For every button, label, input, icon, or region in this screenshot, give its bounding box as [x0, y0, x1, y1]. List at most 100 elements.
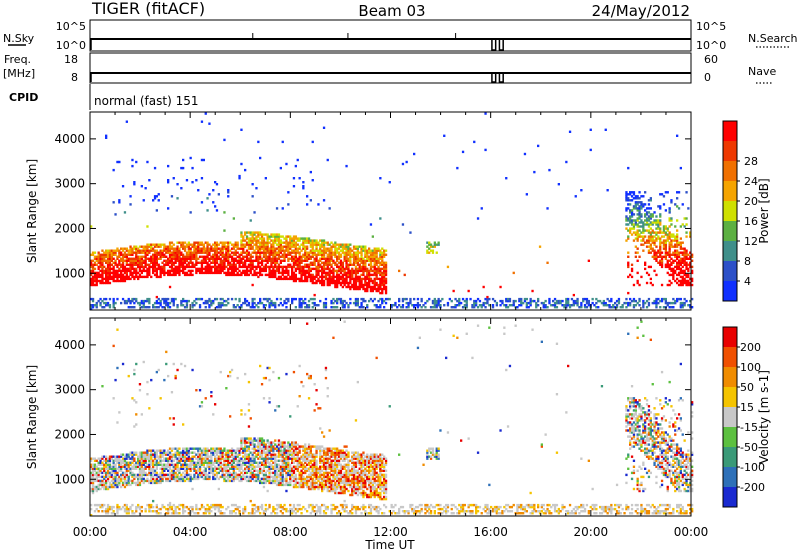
echo-cell	[625, 239, 628, 242]
echo-cell	[142, 479, 145, 483]
echo-cell	[138, 273, 142, 277]
echo-cell	[255, 304, 258, 307]
echo-cell	[101, 253, 104, 256]
echo-cell	[630, 267, 634, 271]
echo-cell	[683, 279, 686, 283]
echo-cell	[670, 219, 673, 222]
echo-cell	[103, 485, 106, 489]
echo-cell	[311, 267, 314, 271]
echo-cell	[292, 185, 296, 188]
colorbar-tick-label: 28	[744, 155, 758, 168]
echo-cell	[112, 469, 115, 472]
echo-cell	[185, 273, 189, 277]
echo-cell	[617, 301, 621, 305]
echo-cell	[662, 306, 666, 309]
echo-cell	[95, 487, 98, 491]
echo-cell	[349, 281, 352, 285]
echo-cell	[366, 289, 369, 293]
echo-cell	[345, 281, 348, 285]
echo-cell	[253, 306, 256, 309]
echo-cell	[488, 304, 491, 307]
echo-cell	[435, 243, 438, 246]
echo-cell	[150, 463, 153, 466]
echo-cell	[210, 451, 213, 454]
echo-cell	[197, 469, 200, 472]
echo-cell	[311, 249, 314, 252]
echo-cell	[636, 195, 639, 198]
echo-cell	[629, 231, 632, 234]
echo-cell	[142, 304, 145, 307]
echo-cell	[356, 249, 359, 252]
echo-cell	[341, 251, 344, 254]
echo-cell	[384, 279, 388, 283]
echo-cell	[414, 304, 418, 307]
echo-cell	[170, 507, 174, 511]
echo-cell	[257, 241, 260, 244]
echo-cell	[221, 255, 224, 258]
echo-cell	[208, 269, 211, 273]
echo-cell	[629, 219, 632, 222]
colorbar-frame	[722, 120, 738, 302]
echo-cell	[118, 483, 121, 487]
echo-cell	[244, 269, 247, 273]
echo-cell	[212, 453, 215, 456]
echo-cell	[131, 475, 134, 479]
echo-cell	[131, 510, 134, 513]
echo-cell	[212, 261, 215, 264]
echo-cell	[212, 265, 215, 269]
echo-cell	[138, 473, 142, 477]
echo-cell	[351, 263, 354, 266]
echo-cell	[259, 265, 262, 269]
echo-cell	[542, 301, 545, 305]
echo-cell	[632, 191, 636, 194]
echo-cell	[443, 134, 446, 137]
echo-cell	[127, 259, 130, 262]
echo-cell	[91, 487, 95, 491]
echo-cell	[129, 483, 132, 487]
echo-cell	[354, 301, 358, 305]
echo-cell	[114, 259, 117, 262]
echo-cell	[174, 271, 177, 275]
echo-cell	[351, 255, 354, 258]
echo-cell	[240, 259, 243, 262]
echo-cell	[317, 267, 320, 271]
echo-cell	[426, 249, 429, 252]
echo-cell	[343, 253, 346, 256]
echo-cell	[655, 215, 658, 218]
echo-cell	[304, 255, 307, 258]
echo-cell	[97, 299, 100, 303]
echo-cell	[557, 183, 560, 186]
echo-cell	[326, 283, 329, 287]
echo-cell	[176, 505, 179, 509]
echo-cell	[275, 207, 279, 210]
echo-cell	[125, 263, 128, 266]
echo-cell	[383, 287, 386, 291]
echo-cell	[170, 261, 174, 264]
echo-cell	[659, 239, 662, 242]
echo-cell	[670, 261, 673, 264]
echo-cell	[647, 273, 651, 277]
echo-cell	[148, 271, 151, 275]
echo-cell	[161, 453, 164, 456]
echo-cell	[337, 261, 341, 264]
echo-cell	[304, 297, 307, 301]
echo-cell	[202, 477, 205, 481]
echo-cell	[229, 255, 232, 258]
echo-cell	[150, 257, 153, 260]
echo-cell	[674, 269, 677, 273]
echo-cell	[358, 259, 361, 262]
echo-cell	[683, 253, 686, 256]
echo-cell	[137, 275, 140, 279]
echo-cell	[168, 306, 172, 309]
echo-cell	[195, 267, 198, 271]
echo-cell	[223, 229, 226, 232]
echo-cell	[185, 304, 189, 307]
echo-cell	[381, 267, 384, 271]
echo-cell	[127, 267, 130, 271]
echo-cell	[170, 265, 174, 269]
echo-cell	[221, 241, 224, 244]
echo-cell	[655, 297, 658, 301]
echo-cell	[90, 283, 93, 287]
echo-cell	[689, 283, 692, 287]
echo-cell	[129, 505, 132, 509]
